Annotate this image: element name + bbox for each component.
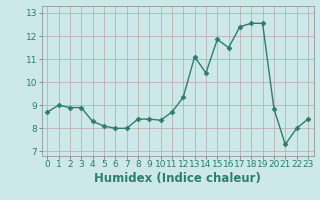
X-axis label: Humidex (Indice chaleur): Humidex (Indice chaleur) [94, 172, 261, 185]
